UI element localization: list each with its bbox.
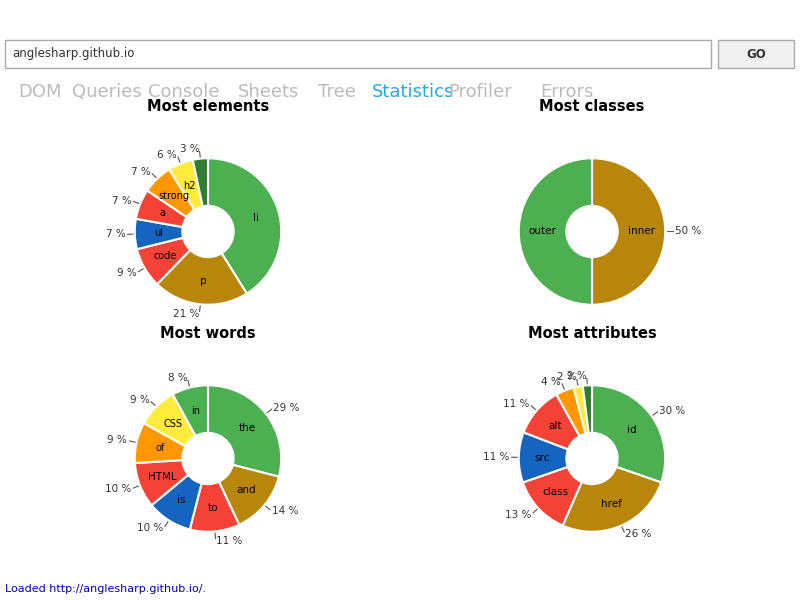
Text: 3 %: 3 % bbox=[180, 144, 199, 154]
Text: strong: strong bbox=[158, 191, 189, 201]
Text: src: src bbox=[535, 453, 550, 463]
Text: ANGLESHARP SAMPLES: ANGLESHARP SAMPLES bbox=[24, 11, 189, 24]
Wedge shape bbox=[173, 385, 208, 436]
Text: 2 %: 2 % bbox=[557, 372, 576, 382]
Text: CSS: CSS bbox=[163, 419, 182, 428]
Text: ✕: ✕ bbox=[767, 13, 777, 22]
Wedge shape bbox=[208, 385, 282, 477]
Text: anglesharp.github.io: anglesharp.github.io bbox=[12, 47, 134, 61]
Wedge shape bbox=[523, 467, 582, 526]
Wedge shape bbox=[592, 385, 666, 482]
Text: ─: ─ bbox=[714, 13, 722, 22]
Text: GO: GO bbox=[746, 47, 766, 61]
Text: in: in bbox=[191, 406, 200, 416]
Text: Errors: Errors bbox=[540, 83, 594, 101]
Text: 50 %: 50 % bbox=[674, 226, 701, 236]
Text: 11 %: 11 % bbox=[503, 400, 530, 409]
Text: of: of bbox=[155, 443, 164, 453]
Text: and: and bbox=[236, 485, 256, 495]
FancyBboxPatch shape bbox=[5, 40, 711, 68]
Wedge shape bbox=[523, 395, 579, 449]
Text: 9 %: 9 % bbox=[107, 436, 127, 445]
Wedge shape bbox=[147, 169, 194, 217]
Text: 6 %: 6 % bbox=[158, 150, 177, 160]
Wedge shape bbox=[556, 388, 586, 436]
Wedge shape bbox=[135, 460, 188, 505]
Wedge shape bbox=[169, 160, 202, 210]
Wedge shape bbox=[137, 238, 190, 284]
Text: Queries: Queries bbox=[72, 83, 142, 101]
Text: Console: Console bbox=[148, 83, 219, 101]
Text: 29 %: 29 % bbox=[274, 403, 300, 413]
Wedge shape bbox=[582, 385, 592, 433]
Title: Most words: Most words bbox=[160, 326, 256, 341]
Title: Most elements: Most elements bbox=[147, 99, 269, 114]
Text: ☐: ☐ bbox=[740, 13, 750, 22]
Text: ❯: ❯ bbox=[8, 10, 20, 25]
Text: 30 %: 30 % bbox=[659, 406, 686, 416]
Wedge shape bbox=[157, 250, 247, 305]
Text: outer: outer bbox=[529, 226, 557, 236]
Text: code: code bbox=[154, 251, 177, 261]
Text: DOM: DOM bbox=[18, 83, 62, 101]
Wedge shape bbox=[144, 394, 196, 446]
Text: Tree: Tree bbox=[318, 83, 356, 101]
Wedge shape bbox=[134, 423, 186, 463]
Text: 9 %: 9 % bbox=[130, 395, 150, 405]
Wedge shape bbox=[208, 158, 282, 293]
Wedge shape bbox=[151, 475, 202, 529]
Wedge shape bbox=[562, 467, 661, 532]
Wedge shape bbox=[574, 386, 589, 434]
Text: 13 %: 13 % bbox=[505, 509, 531, 520]
Wedge shape bbox=[134, 219, 183, 249]
Text: Loaded http://anglesharp.github.io/.: Loaded http://anglesharp.github.io/. bbox=[5, 584, 206, 594]
Text: 14 %: 14 % bbox=[272, 506, 298, 516]
Text: 21 %: 21 % bbox=[173, 309, 199, 319]
Text: class: class bbox=[542, 487, 569, 497]
Text: 2 %: 2 % bbox=[567, 371, 586, 381]
Wedge shape bbox=[136, 191, 186, 227]
Text: 26 %: 26 % bbox=[625, 529, 651, 539]
Text: 7 %: 7 % bbox=[106, 229, 126, 239]
Text: h2: h2 bbox=[183, 181, 196, 191]
Text: 10 %: 10 % bbox=[138, 523, 164, 533]
Title: Most classes: Most classes bbox=[539, 99, 645, 114]
Text: alt: alt bbox=[548, 421, 562, 431]
Text: ul: ul bbox=[154, 228, 163, 238]
Text: 11 %: 11 % bbox=[216, 536, 242, 546]
Wedge shape bbox=[518, 433, 568, 482]
Text: 4 %: 4 % bbox=[542, 377, 562, 386]
Text: HTML: HTML bbox=[148, 472, 176, 482]
Text: Statistics: Statistics bbox=[372, 83, 454, 101]
Text: inner: inner bbox=[628, 226, 655, 236]
Text: is: is bbox=[178, 495, 186, 505]
Text: a: a bbox=[159, 208, 165, 218]
Wedge shape bbox=[219, 465, 279, 525]
Text: li: li bbox=[253, 213, 258, 223]
Text: 7 %: 7 % bbox=[111, 196, 131, 206]
Title: Most attributes: Most attributes bbox=[528, 326, 656, 341]
Text: 11 %: 11 % bbox=[483, 452, 510, 462]
Wedge shape bbox=[193, 158, 208, 206]
Text: 9 %: 9 % bbox=[117, 268, 136, 278]
Text: Sheets: Sheets bbox=[238, 83, 299, 101]
Text: id: id bbox=[627, 425, 637, 435]
Text: p: p bbox=[199, 275, 206, 286]
Wedge shape bbox=[190, 482, 239, 532]
Text: href: href bbox=[602, 499, 622, 509]
Text: 7 %: 7 % bbox=[130, 167, 150, 177]
Wedge shape bbox=[592, 158, 666, 305]
Wedge shape bbox=[518, 158, 592, 305]
FancyBboxPatch shape bbox=[718, 40, 794, 68]
Text: the: the bbox=[238, 423, 256, 433]
Text: Profiler: Profiler bbox=[448, 83, 512, 101]
Text: 10 %: 10 % bbox=[105, 484, 131, 494]
Text: 8 %: 8 % bbox=[168, 373, 187, 383]
Text: to: to bbox=[207, 503, 218, 513]
